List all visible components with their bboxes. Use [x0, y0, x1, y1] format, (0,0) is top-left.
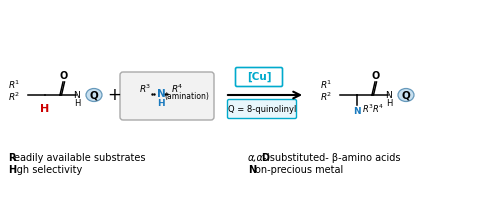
Text: on-precious metal: on-precious metal [255, 165, 343, 175]
Text: R: R [8, 153, 16, 163]
Text: N: N [156, 89, 166, 99]
FancyBboxPatch shape [120, 72, 214, 120]
Text: igh selectivity: igh selectivity [14, 165, 82, 175]
Text: D: D [261, 153, 269, 163]
Text: H: H [74, 99, 80, 108]
Ellipse shape [86, 88, 102, 102]
Text: N: N [353, 108, 361, 116]
Text: (amination): (amination) [164, 92, 209, 102]
Text: Q: Q [402, 90, 410, 100]
Text: Q = 8-quinolinyl: Q = 8-quinolinyl [228, 104, 296, 114]
Text: Q: Q [90, 90, 98, 100]
FancyBboxPatch shape [236, 68, 282, 86]
Text: H: H [386, 99, 392, 108]
Text: H: H [8, 165, 16, 175]
Text: $R^1$: $R^1$ [8, 79, 20, 91]
Text: $R^3R^4$: $R^3R^4$ [362, 103, 384, 115]
Text: N: N [74, 90, 80, 99]
FancyBboxPatch shape [228, 99, 296, 118]
Ellipse shape [398, 88, 414, 102]
Text: [Cu]: [Cu] [247, 72, 271, 82]
Text: $R^2$: $R^2$ [320, 91, 332, 103]
Text: O: O [372, 71, 380, 81]
Text: N: N [248, 165, 256, 175]
Text: H: H [157, 98, 165, 108]
Text: H: H [40, 104, 50, 114]
Text: eadily available substrates: eadily available substrates [14, 153, 145, 163]
Text: N: N [386, 90, 392, 99]
Text: $R^3$: $R^3$ [139, 83, 151, 95]
Text: +: + [107, 86, 121, 104]
Text: $R^4$: $R^4$ [170, 83, 183, 95]
Text: α,α-: α,α- [248, 153, 268, 163]
Text: O: O [60, 71, 68, 81]
Text: isubstituted- β-amino acids: isubstituted- β-amino acids [267, 153, 400, 163]
Text: $R^2$: $R^2$ [8, 91, 20, 103]
Text: $R^1$: $R^1$ [320, 79, 332, 91]
